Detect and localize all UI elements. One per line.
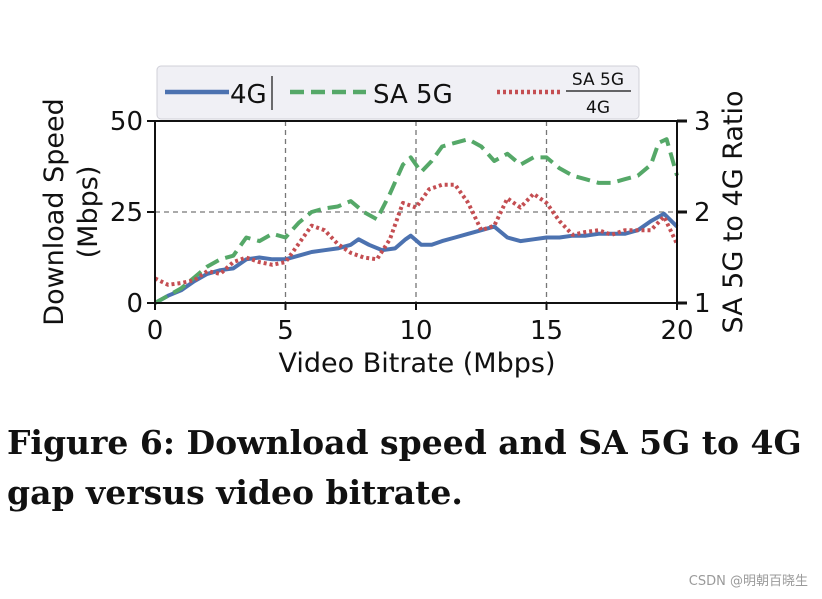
x-tick-label: 5 (277, 316, 294, 346)
plot-area: 0 5 10 15 20 0 25 50 1 2 3 (110, 107, 711, 346)
legend-ratio-numerator: SA 5G (572, 70, 624, 90)
y-axis-label-line2: (Mbps) (73, 166, 104, 259)
x-tick-label: 15 (530, 316, 563, 346)
y2-axis-label: SA 5G to 4G Ratio (718, 90, 749, 333)
y2-tick-label: 3 (694, 107, 711, 137)
x-axis-label: Video Bitrate (Mbps) (279, 348, 556, 379)
x-tick-label: 0 (147, 316, 164, 346)
series-layer (154, 137, 679, 305)
chart: 4G SA 5G SA 5G 4G 0 5 10 15 20 0 25 50 1 2 3 Video… (39, 65, 749, 379)
y-axis-label: Download Speed (Mbps) (39, 98, 104, 325)
y-tick-label: 50 (110, 107, 143, 137)
legend: 4G SA 5G SA 5G 4G (156, 65, 640, 120)
y-tick-label: 0 (126, 289, 143, 319)
y2-tick-label: 1 (694, 289, 711, 319)
legend-ratio-denominator: 4G (586, 98, 610, 118)
series-line-sa-5g-4g (154, 182, 679, 287)
x-tick-label: 20 (660, 316, 693, 346)
watermark: CSDN @明朝百晓生 (688, 574, 808, 589)
legend-label-sa5g: SA 5G (373, 80, 453, 110)
grid (155, 121, 677, 303)
x-tick-label: 10 (399, 316, 432, 346)
figure-caption: Figure 6: Download speed and SA 5G to 4G… (7, 423, 802, 512)
y2-tick-label: 2 (694, 198, 711, 228)
y2-axis-label-group: SA 5G to 4G Ratio (718, 90, 749, 333)
y-axis-label-line1: Download Speed (39, 98, 70, 325)
y-tick-label: 25 (110, 198, 143, 228)
series-line-sa-5g (154, 137, 679, 305)
legend-label-4g: 4G (230, 80, 267, 110)
legend-frame (156, 65, 640, 120)
ticks: 0 5 10 15 20 0 25 50 1 2 3 (110, 107, 711, 346)
